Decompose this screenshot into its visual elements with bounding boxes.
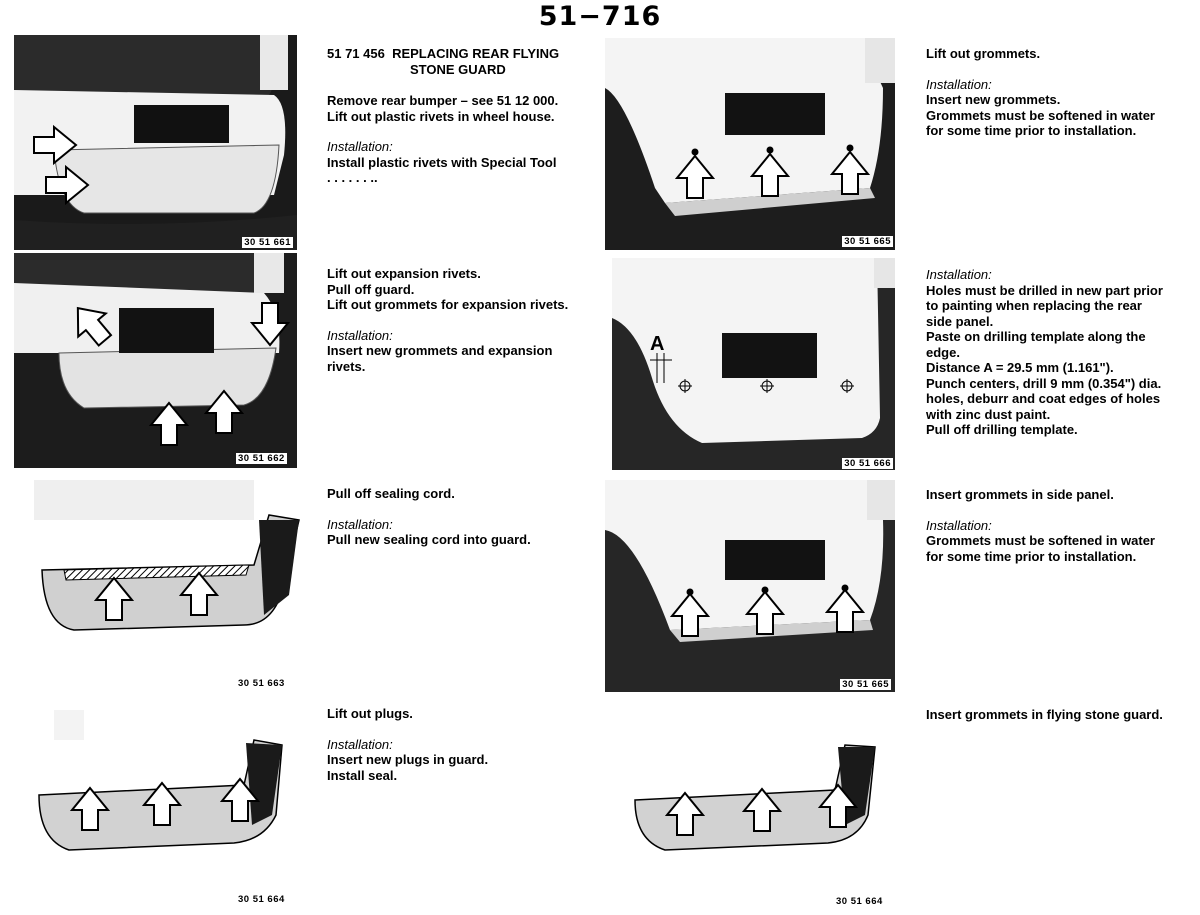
installation-instructions: Insert new grommets. Grommets must be so…: [926, 92, 1155, 138]
step-instructions: Pull off sealing cord.: [327, 486, 455, 501]
guard-drawing-2: [38, 710, 283, 851]
installation-instructions: Install plastic rivets with Special Tool…: [327, 154, 557, 186]
figure-5-photo: 30 51 665: [605, 38, 895, 250]
guard-drawing-1: [34, 480, 300, 631]
step-4-text: Lift out plugs. Installation: Insert new…: [327, 706, 488, 783]
installation-label: Installation:: [327, 139, 393, 154]
step-5-text: Lift out grommets. Installation: Insert …: [926, 46, 1155, 139]
installation-label: Installation:: [926, 517, 992, 533]
step-7-text: Insert grommets in side panel. Installat…: [926, 487, 1155, 564]
section-number: 51 71 456: [327, 46, 385, 61]
step-3-text: Pull off sealing cord. Installation: Pul…: [327, 486, 531, 548]
side-panel-photo-2: [612, 258, 895, 470]
car-rear-photo-2: [14, 253, 297, 468]
figure-8-drawing: 30 51 664: [610, 725, 900, 915]
figure-code: 30 51 661: [242, 237, 293, 248]
figure-code: 30 51 662: [236, 453, 287, 464]
figure-code: 30 51 664: [836, 896, 883, 907]
dimension-a-label: A: [650, 333, 665, 355]
step-6-text: Installation: Holes must be drilled in n…: [926, 267, 1163, 438]
car-rear-photo-1: [14, 35, 297, 250]
installation-label: Installation:: [327, 516, 393, 532]
step-1-text: Remove rear bumper – see 51 12 000. Lift…: [327, 93, 558, 186]
step-instructions: Lift out grommets.: [926, 46, 1041, 61]
installation-instructions: Pull new sealing cord into guard.: [327, 532, 531, 547]
step-instructions: Lift out expansion rivets. Pull off guar…: [327, 266, 569, 312]
installation-instructions: Insert new plugs in guard. Install seal.: [327, 752, 489, 783]
step-8-text: Insert grommets in flying stone guard.: [926, 707, 1163, 723]
figure-3-drawing: 30 51 663: [14, 475, 304, 690]
section-title-line1: REPLACING REAR FLYING: [392, 46, 560, 61]
section-title-line2: STONE GUARD: [410, 62, 506, 77]
figure-code: 30 51 663: [238, 678, 285, 689]
step-instructions: Remove rear bumper – see 51 12 000. Lift…: [327, 93, 559, 124]
step-2-text: Lift out expansion rivets. Pull off guar…: [327, 266, 568, 374]
page-number: 51−716: [538, 1, 662, 32]
installation-instructions: Insert new grommets and expansion rivets…: [327, 343, 553, 374]
installation-label: Installation:: [327, 736, 393, 752]
guard-drawing-3: [634, 744, 876, 851]
figure-7-photo: 30 51 665: [605, 480, 895, 692]
figure-code: 30 51 664: [238, 894, 285, 905]
installation-label: Installation:: [926, 76, 992, 92]
figure-6-photo: A 30 51 666: [612, 258, 895, 470]
installation-instructions: Grommets must be softened in water for s…: [926, 533, 1155, 564]
side-panel-photo-3: [605, 480, 895, 692]
figure-2-photo: 30 51 662: [14, 253, 297, 468]
installation-label: Installation:: [327, 327, 393, 343]
step-instructions: Insert grommets in flying stone guard.: [926, 707, 1163, 722]
installation-instructions: Holes must be drilled in new part prior …: [926, 282, 1163, 438]
figure-code: 30 51 666: [842, 458, 893, 469]
side-panel-photo-1: [605, 38, 895, 250]
figure-code: 30 51 665: [840, 679, 891, 690]
figure-4-drawing: 30 51 664: [14, 705, 304, 915]
installation-label: Installation:: [926, 267, 992, 282]
figure-code: 30 51 665: [842, 236, 893, 247]
section-heading: 51 71 456 REPLACING REAR FLYING STONE GU…: [327, 46, 559, 78]
step-instructions: Lift out plugs.: [327, 706, 413, 721]
figure-1-photo: 30 51 661: [14, 35, 297, 250]
step-instructions: Insert grommets in side panel.: [926, 487, 1114, 502]
